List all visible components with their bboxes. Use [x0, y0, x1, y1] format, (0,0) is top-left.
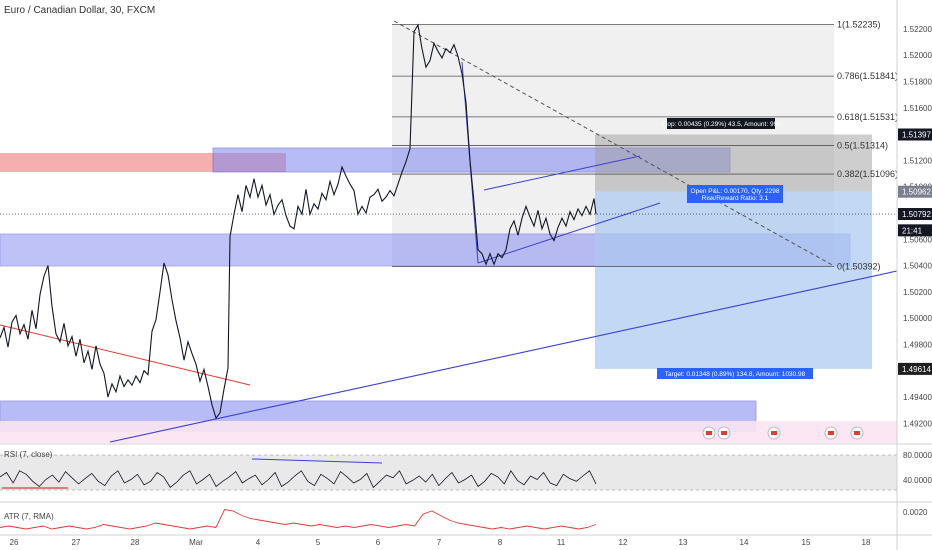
y-tick-label: 1.49400 [903, 393, 932, 402]
x-tick-label: 14 [740, 538, 749, 547]
x-tick-label: Mar [189, 538, 203, 547]
atr-tick-label: 0.0020 [903, 508, 928, 517]
fib-label: 0.382(1.51096) [837, 169, 898, 179]
y-tick-label: 1.49800 [903, 340, 932, 349]
price-tag-label: 1.50962 [902, 188, 931, 197]
x-tick-label: 12 [619, 538, 628, 547]
channel-lower [477, 202, 661, 264]
rsi-blue-trendline [251, 458, 383, 464]
price-tag-label: 1.51397 [902, 131, 931, 140]
x-tick-label: 11 [557, 538, 566, 547]
trendline-long [109, 270, 898, 443]
y-tick-label: 1.51600 [903, 104, 932, 113]
x-tick-label: 18 [862, 538, 871, 547]
risk-reward-label: Risk/Reward Ratio: 3.1 [702, 195, 769, 202]
open-pnl-label-bg [687, 185, 783, 203]
fib-label: 1(1.52235) [837, 19, 881, 29]
y-tick-label: 1.50600 [903, 235, 932, 244]
y-tick-label: 1.50400 [903, 262, 932, 271]
atr-label: ATR (7, RMA) [4, 512, 54, 521]
fib-label: 0.5(1.51314) [837, 140, 888, 150]
price-tag-bg [898, 185, 932, 198]
x-tick-label: 13 [679, 538, 688, 547]
x-tick-label: 6 [376, 538, 381, 547]
x-tick-label: 15 [802, 538, 811, 547]
price-pane[interactable]: 1(1.52235) 0.786(1.51841) 0.618(1.51531) 0.… [0, 19, 898, 443]
fib-label: 0.786(1.51841) [837, 71, 898, 81]
y-tick-label: 1.51800 [903, 78, 932, 87]
target-label: Target: 0.01348 (0.89%) 134.8, Amount: 1… [665, 371, 806, 378]
y-tick-label: 1.50200 [903, 288, 932, 297]
price-tag-bg [898, 224, 932, 237]
event-flag-icon-mark [706, 431, 712, 435]
price-tag-bg [898, 362, 932, 375]
chart-title: Euro / Canadian Dollar, 30, FXCM [4, 5, 155, 16]
price-tag-bg [898, 128, 932, 141]
price-series [0, 23, 597, 420]
x-tick-label: 26 [10, 538, 19, 547]
open-pnl-label: Open P&L: 0.00170, Qty: 2298 [691, 188, 780, 195]
rsi-label: RSI (7, close) [4, 450, 53, 459]
atr-pane[interactable]: ATR (7, RMA) 0.0020 [0, 508, 928, 530]
event-flag-icon-mark [721, 431, 727, 435]
fib-label: 0.618(1.51531) [837, 112, 898, 122]
price-tag-label: 21:41 [902, 226, 923, 235]
x-tick-label: 27 [72, 538, 81, 547]
event-flag-icon-mark [771, 431, 777, 435]
event-flag-icon-mark [828, 431, 834, 435]
stop-label: Stop: 0.00435 (0.29%) 43.5, Amount: 990 [661, 121, 781, 128]
zone-pink-band [0, 421, 897, 443]
rsi-series [0, 470, 597, 489]
y-tick-label: 1.52000 [903, 51, 932, 60]
x-tick-label: 28 [131, 538, 140, 547]
y-tick-label: 1.52200 [903, 25, 932, 34]
fib-label: 0(1.50392) [837, 262, 881, 272]
x-tick-label: 7 [437, 538, 442, 547]
atr-series [0, 508, 597, 530]
rsi-tick-label: 40.0000 [903, 476, 932, 485]
rsi-tick-label: 80.0000 [903, 451, 932, 460]
target-label-bg [657, 368, 813, 379]
channel-upper [483, 155, 641, 191]
price-tag-bg [898, 208, 932, 221]
position-target-zone [595, 191, 872, 369]
trendline-red [0, 324, 251, 386]
y-tick-label: 1.49200 [903, 419, 932, 428]
y-tick-label: 1.51200 [903, 156, 932, 165]
x-tick-label: 8 [498, 538, 503, 547]
stop-label-bg [667, 118, 775, 129]
event-flag-icon-mark [854, 431, 860, 435]
x-tick-label: 4 [256, 538, 261, 547]
y-tick-label: 1.50000 [903, 314, 932, 323]
price-tag-label: 1.50792 [902, 210, 931, 219]
x-tick-label: 5 [316, 538, 321, 547]
rsi-band [0, 455, 897, 490]
rsi-pane[interactable]: RSI (7, close) 80.0000 40.0000 [0, 450, 932, 491]
price-tag-label: 1.49614 [902, 365, 931, 374]
position-stop-zone [595, 134, 872, 192]
